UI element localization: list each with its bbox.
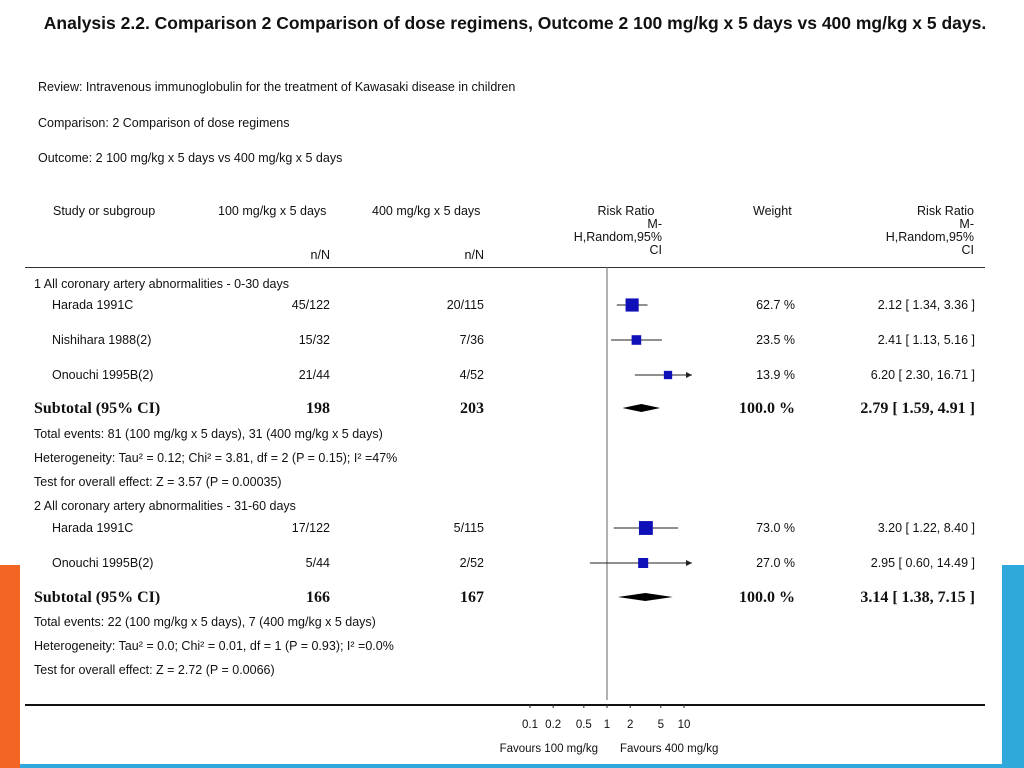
study-ci: 2.12 [ 1.34, 3.36 ]	[877, 298, 975, 312]
group-label: 1 All coronary artery abnormalities - 0-…	[34, 277, 289, 291]
effect-marker	[663, 370, 673, 380]
subtotal-weight: 100.0 %	[739, 589, 795, 606]
accent-bar-right	[1002, 565, 1024, 768]
study-weight: 23.5 %	[756, 333, 795, 347]
study-n1: 17/122	[291, 521, 330, 535]
group-label: 2 All coronary artery abnormalities - 31…	[34, 499, 296, 513]
study-n1: 15/32	[298, 333, 330, 347]
header-rr-plot: Risk Ratio M- H,Random,95% CI	[540, 205, 662, 257]
study-weight: 13.9 %	[756, 368, 795, 382]
header-rr-text-title: Risk Ratio	[917, 204, 974, 218]
axis-tick-label: 0.1	[522, 719, 538, 731]
header-group1: 100 mg/kg x 5 days	[218, 204, 327, 218]
review-line: Review: Intravenous immunoglobulin for t…	[38, 80, 516, 94]
study-ci: 3.20 [ 1.22, 8.40 ]	[877, 521, 975, 535]
study-ci: 2.95 [ 0.60, 14.49 ]	[870, 556, 975, 570]
header-rr-text-sub1: M-	[959, 217, 974, 231]
effect-marker	[631, 335, 642, 345]
header-weight: Weight	[753, 204, 792, 218]
header-rr-plot-sub1: M-	[647, 217, 662, 231]
header-group2: 400 mg/kg x 5 days	[372, 204, 481, 218]
overall-effect-note: Test for overall effect: Z = 3.57 (P = 0…	[34, 475, 282, 489]
header-rr-plot-sub2: H,Random,95%	[573, 230, 662, 244]
study-n2: 2/52	[459, 556, 484, 570]
subtotal-label: Subtotal (95% CI)	[34, 400, 161, 417]
axis-tick-label: 5	[658, 719, 664, 731]
subtotal-n2: 167	[460, 589, 484, 606]
overall-effect-note: Test for overall effect: Z = 2.72 (P = 0…	[34, 663, 275, 677]
axis-tick-label: 0.5	[576, 719, 592, 731]
header-rr-text-sub2: H,Random,95%	[885, 230, 974, 244]
study-name: Harada 1991C	[52, 298, 134, 312]
bottom-divider	[25, 704, 985, 706]
axis-tick-label: 0.2	[545, 719, 561, 731]
header-nN2: n/N	[464, 248, 484, 262]
favours-left-label: Favours 100 mg/kg	[500, 743, 598, 755]
total-events-note: Total events: 81 (100 mg/kg x 5 days), 3…	[34, 427, 383, 441]
study-weight: 27.0 %	[756, 556, 795, 570]
subtotal-ci: 2.79 [ 1.59, 4.91 ]	[860, 400, 975, 417]
study-ci: 6.20 [ 2.30, 16.71 ]	[870, 368, 975, 382]
study-name: Onouchi 1995B(2)	[52, 556, 154, 570]
header-rr-text-sub3: CI	[961, 243, 975, 257]
subtotal-n1: 166	[306, 589, 330, 606]
slide-title: Analysis 2.2. Comparison 2 Comparison of…	[43, 13, 987, 33]
effect-marker	[638, 558, 649, 568]
subtotal-diamond	[617, 593, 673, 601]
header-divider	[25, 267, 985, 268]
header-rr-text: Risk Ratio M- H,Random,95% CI	[862, 205, 974, 257]
study-name: Harada 1991C	[52, 521, 134, 535]
subtotal-diamond	[622, 404, 661, 412]
study-n2: 5/115	[453, 521, 484, 535]
study-name: Nishihara 1988(2)	[52, 333, 152, 347]
heterogeneity-note: Heterogeneity: Tau² = 0.12; Chi² = 3.81,…	[34, 451, 398, 465]
study-n2: 20/115	[446, 298, 484, 312]
study-n2: 4/52	[459, 368, 484, 382]
effect-marker	[638, 521, 653, 535]
study-n2: 7/36	[459, 333, 484, 347]
axis-tick-label: 2	[627, 719, 633, 731]
subtotal-label: Subtotal (95% CI)	[34, 589, 161, 606]
study-name: Onouchi 1995B(2)	[52, 368, 154, 382]
header-rr-plot-title: Risk Ratio	[597, 204, 655, 218]
accent-bar-left	[0, 565, 20, 768]
favours-right-label: Favours 400 mg/kg	[620, 743, 718, 755]
subtotal-n1: 198	[306, 400, 330, 417]
header-rr-plot-sub3: CI	[649, 243, 663, 257]
header-study: Study or subgroup	[53, 204, 156, 218]
study-ci: 2.41 [ 1.13, 5.16 ]	[877, 333, 975, 347]
study-n1: 21/44	[298, 368, 330, 382]
heterogeneity-note: Heterogeneity: Tau² = 0.0; Chi² = 0.01, …	[34, 639, 394, 653]
outcome-line: Outcome: 2 100 mg/kg x 5 days vs 400 mg/…	[38, 151, 343, 165]
total-events-note: Total events: 22 (100 mg/kg x 5 days), 7…	[34, 615, 376, 629]
ci-arrow	[686, 560, 692, 566]
subtotal-n2: 203	[460, 400, 484, 417]
subtotal-weight: 100.0 %	[739, 400, 795, 417]
study-n1: 45/122	[291, 298, 330, 312]
subtotal-ci: 3.14 [ 1.38, 7.15 ]	[860, 589, 975, 606]
ci-arrow	[686, 372, 692, 378]
study-weight: 62.7 %	[756, 298, 795, 312]
axis-tick-label: 10	[678, 719, 691, 731]
effect-marker	[625, 298, 639, 312]
axis-tick-label: 1	[604, 719, 610, 731]
study-weight: 73.0 %	[756, 521, 795, 535]
accent-bar-bottom	[20, 764, 1002, 768]
study-n1: 5/44	[305, 556, 330, 570]
header-nN1: n/N	[310, 248, 330, 262]
comparison-line: Comparison: 2 Comparison of dose regimen…	[38, 116, 290, 130]
